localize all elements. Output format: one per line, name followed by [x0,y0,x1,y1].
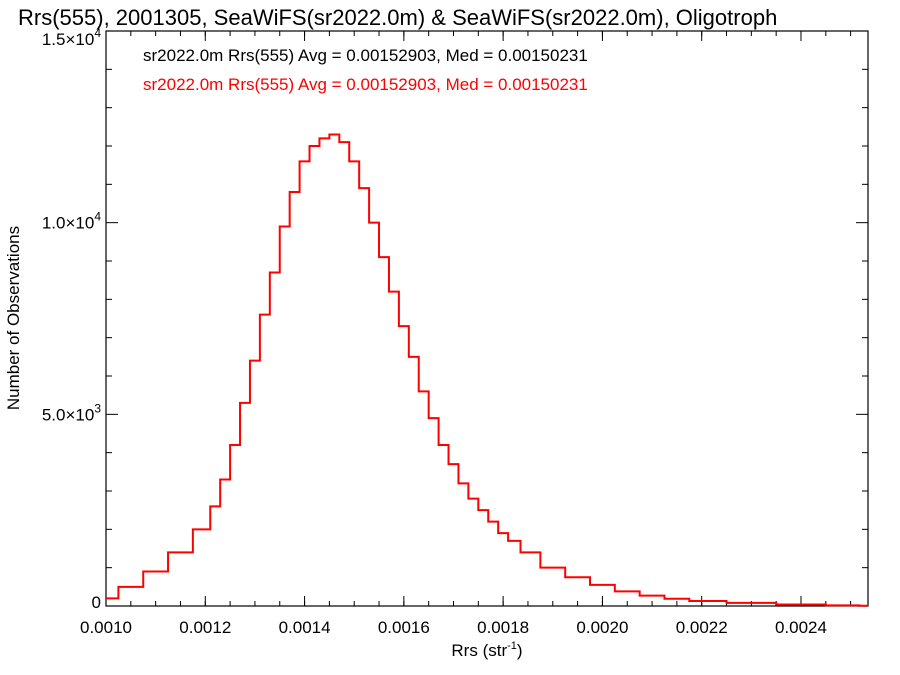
y-tick-label: 1.0×104 [42,210,101,233]
x-tick-label: 0.0020 [576,618,628,637]
y-axis-label: Number of Observations [4,226,23,410]
y-tick-label: 5.0×103 [42,401,101,424]
x-tick-label: 0.0016 [378,618,430,637]
x-tick-label: 0.0014 [279,618,331,637]
legend-entry: sr2022.0m Rrs(555) Avg = 0.00152903, Med… [143,46,588,65]
x-tick-label: 0.0010 [80,618,132,637]
x-axis-label: Rrs (str-1) [451,640,522,660]
x-tick-label: 0.0024 [775,618,827,637]
plot-frame [105,30,869,607]
histogram-series-line [106,133,868,607]
x-tick-label: 0.0018 [477,618,529,637]
y-tick-label: 0 [92,593,101,612]
chart-title: Rrs(555), 2001305, SeaWiFS(sr2022.0m) & … [18,5,777,30]
x-tick-label: 0.0022 [676,618,728,637]
y-tick-label: 1.5×104 [42,26,101,49]
legend-entry: sr2022.0m Rrs(555) Avg = 0.00152903, Med… [143,75,588,94]
x-tick-label: 0.0012 [179,618,231,637]
